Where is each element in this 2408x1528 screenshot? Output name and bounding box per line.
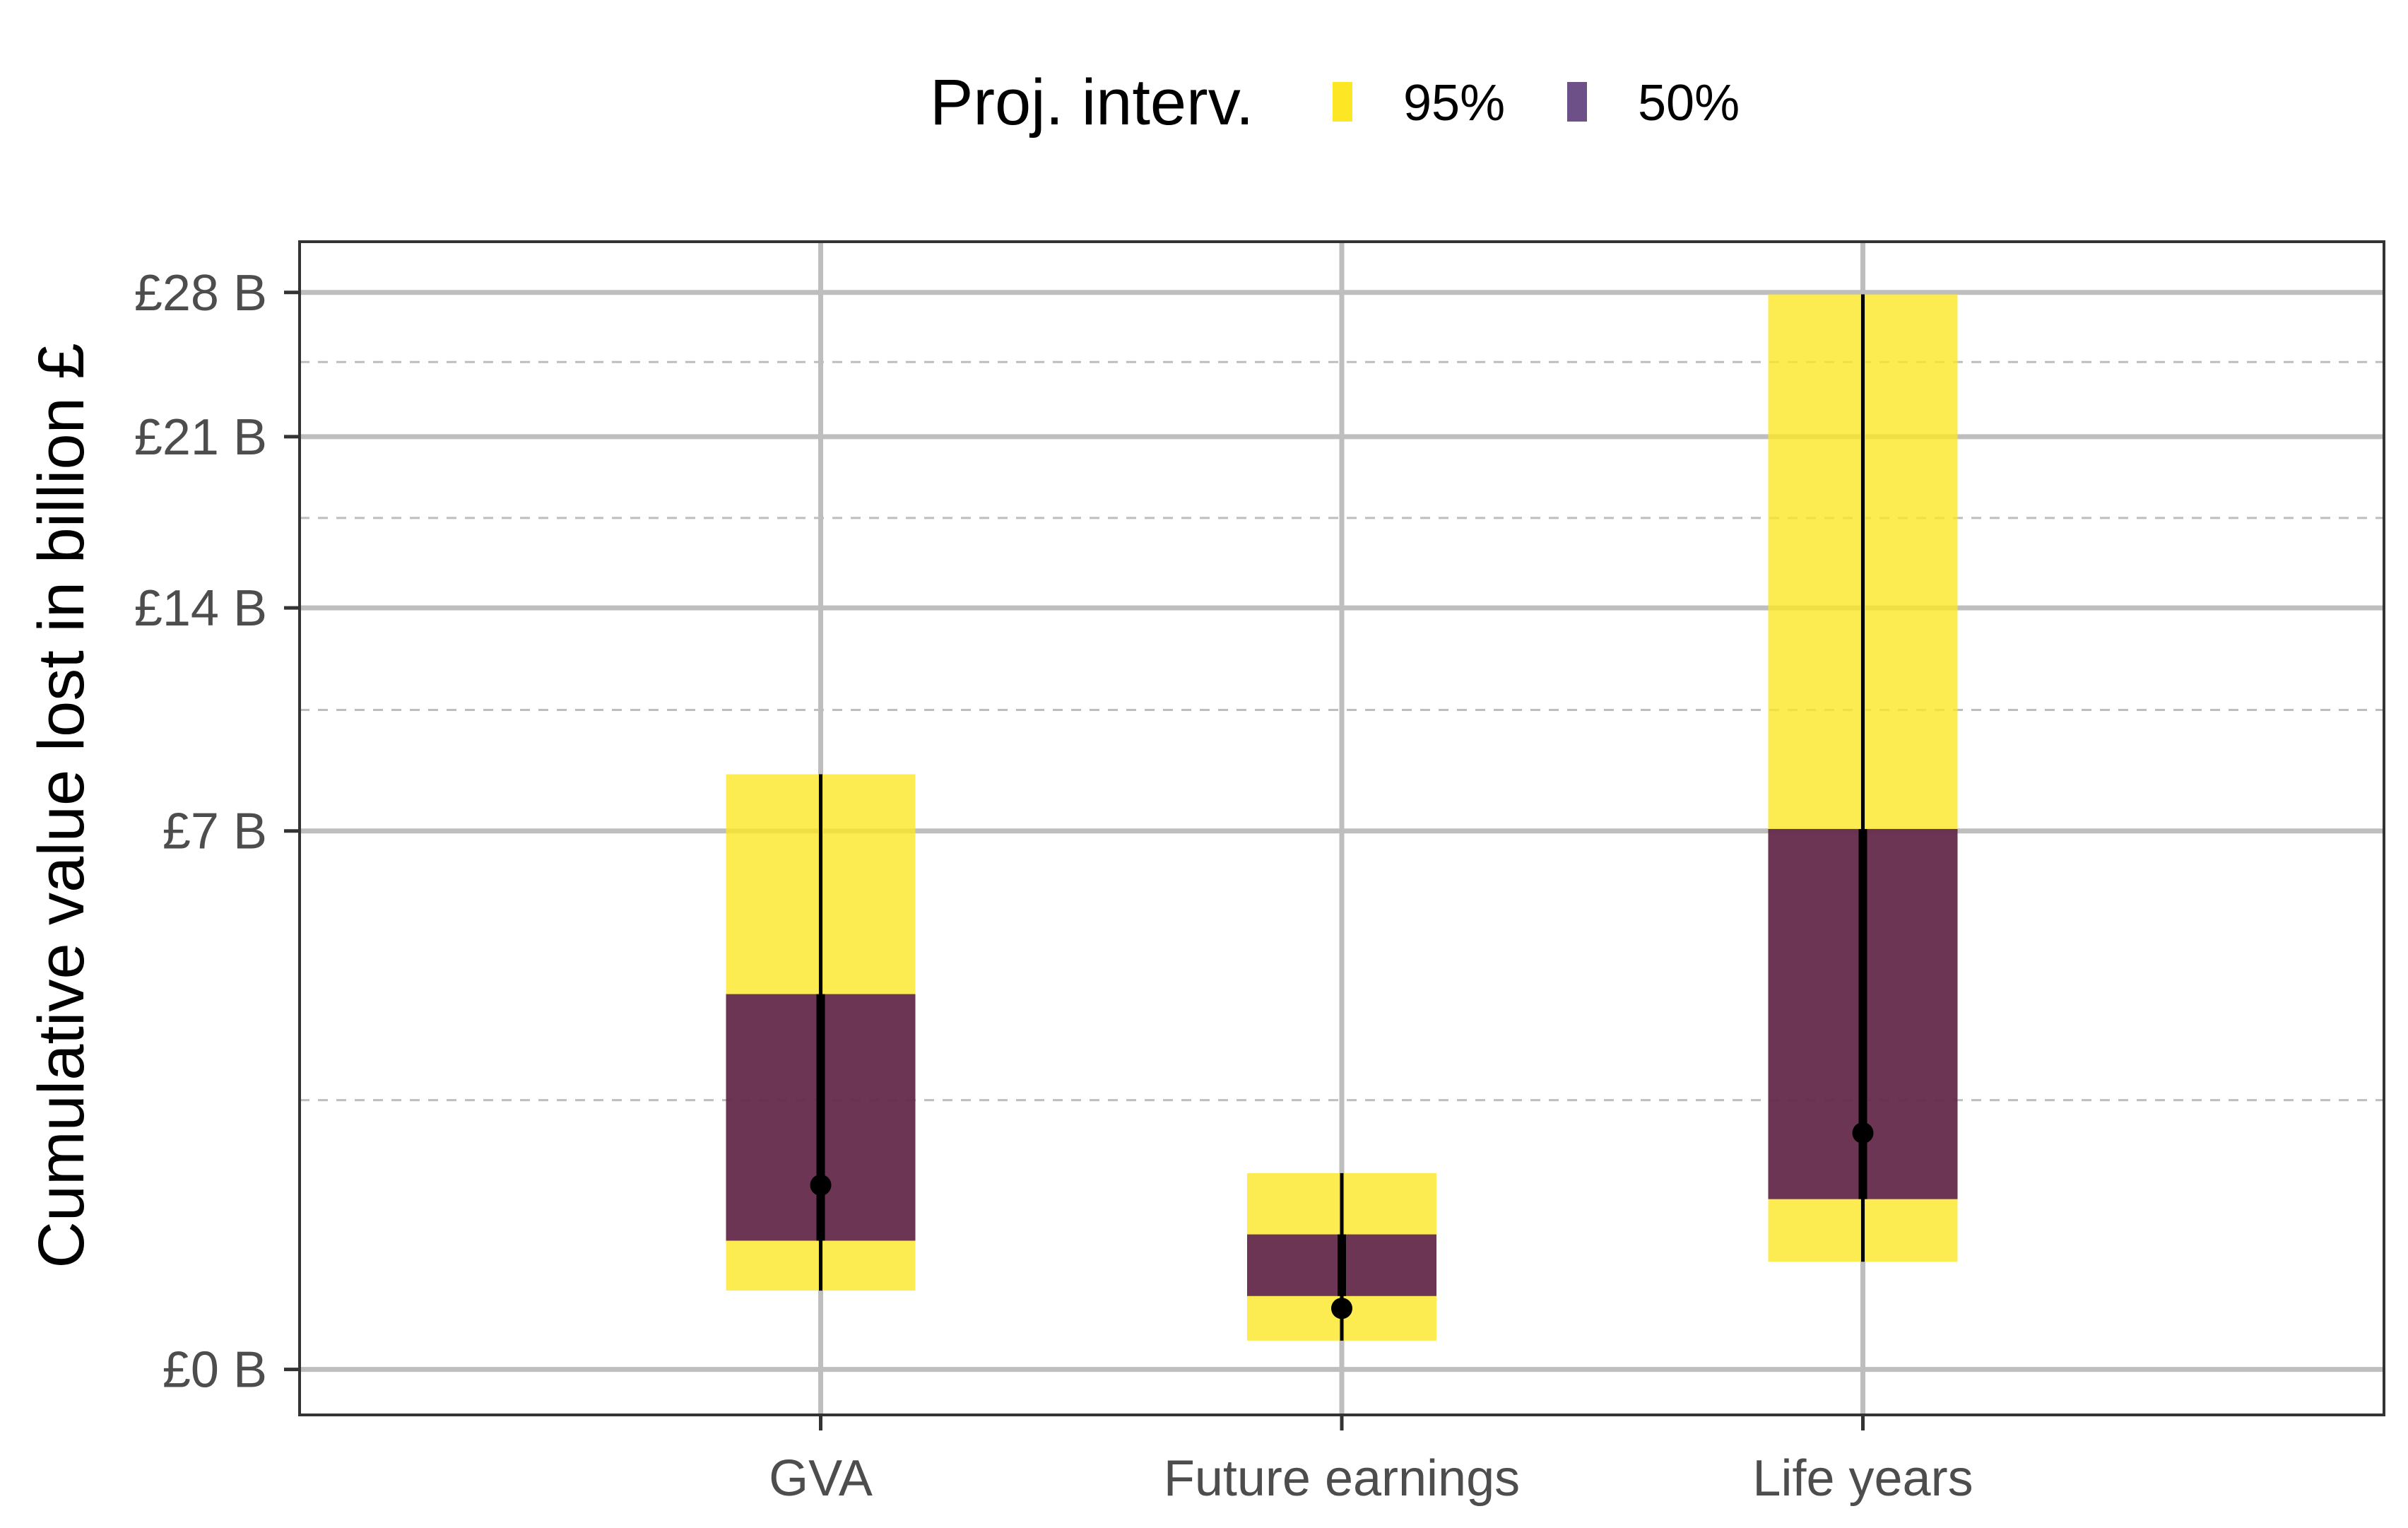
legend-label-50: 50% [1638,75,1740,131]
legend: Proj. interv. 95% 50% [930,66,1740,139]
x-tick-label: Future earnings [1164,1450,1520,1507]
median-point [1331,1298,1352,1320]
interval-bars [726,294,1958,1341]
median-point [810,1174,832,1196]
y-tick-label: £28 B [134,265,267,322]
legend-label-95: 95% [1403,75,1505,131]
legend-title: Proj. interv. [930,66,1253,139]
legend-key-50 [1567,82,1587,122]
y-axis: £0 B £7 B £14 B £21 B £28 B [134,265,300,1399]
x-axis: GVA Future earnings Life years [769,1415,1973,1507]
median-point [1852,1122,1874,1144]
y-tick-label: £21 B [134,409,267,466]
y-tick-label: £0 B [163,1342,267,1399]
y-tick-label: £14 B [134,580,267,637]
legend-key-95 [1333,82,1352,122]
x-tick-label: Life years [1752,1450,1973,1507]
y-tick-label: £7 B [163,804,267,860]
x-tick-label: GVA [769,1450,873,1507]
y-axis-title: Cumulative value lost in billion £ [25,343,98,1268]
